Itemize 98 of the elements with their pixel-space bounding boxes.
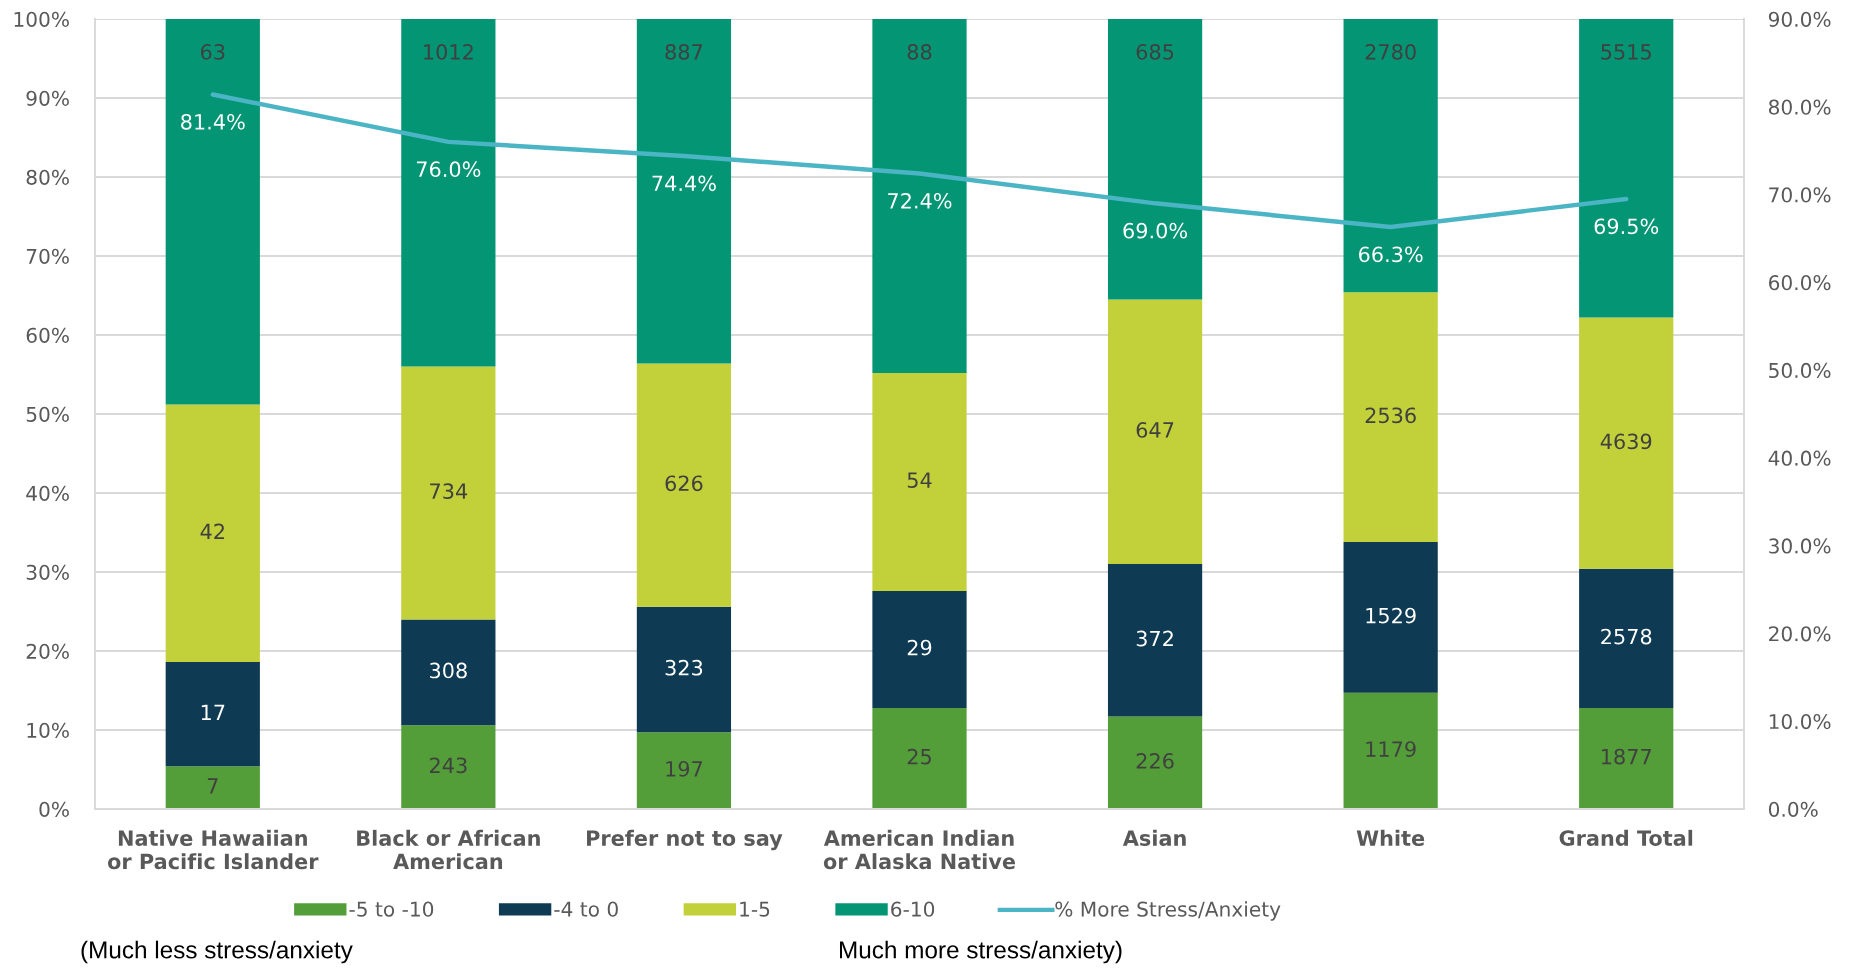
annotation: 63	[200, 44, 225, 60]
bar	[872, 19, 967, 373]
annotation: 323	[665, 659, 703, 676]
data-label: 66.3%	[1359, 246, 1423, 263]
y2-tick-label: 40.0%	[1768, 450, 1831, 466]
x-tick-label: Prefer not to say	[587, 829, 783, 851]
bar	[1343, 292, 1438, 542]
bar	[1107, 716, 1203, 809]
bar	[165, 766, 260, 809]
annotation: 1529	[1366, 607, 1416, 624]
y-tick-label: 70%	[26, 248, 69, 264]
x-tick-label: Grand Total	[1559, 829, 1693, 846]
bar	[165, 404, 260, 663]
y-tick-label: 100%	[14, 11, 69, 27]
y-tick-label: 90%	[26, 90, 69, 106]
y2-tick-label: 50.0%	[1769, 362, 1831, 379]
annotation: 17	[201, 704, 225, 720]
y2-tick-label: 90.0%	[1768, 11, 1831, 27]
y2-tick-label: 10.0%	[1769, 713, 1831, 730]
annotation: 4639	[1600, 433, 1652, 450]
annotation: 626	[665, 475, 703, 492]
bar	[401, 366, 496, 620]
annotation: 226	[1136, 753, 1174, 769]
annotation: 1012	[424, 44, 473, 60]
annotation: 5515	[1601, 44, 1651, 60]
bar	[1343, 541, 1438, 693]
data-label: 72.4%	[888, 192, 952, 209]
annotation: 734	[430, 483, 468, 500]
bar	[636, 732, 732, 809]
data-label: 81.4%	[181, 113, 245, 130]
bar	[1579, 707, 1674, 809]
annotation: 308	[430, 662, 467, 679]
bar	[1107, 564, 1203, 717]
bar	[1579, 19, 1674, 318]
text: Much more stress/anxiety)	[839, 940, 1122, 964]
annotation: 54	[907, 472, 932, 488]
y2-tick-label: 0.0%	[1768, 801, 1818, 817]
annotation: 29	[907, 639, 932, 656]
y-tick-label: 40%	[26, 485, 69, 501]
bar	[401, 619, 496, 726]
bar	[636, 19, 732, 364]
y2-tick-label: 80.0%	[1768, 99, 1831, 115]
bar	[165, 19, 260, 405]
data-label: 76.0%	[416, 161, 481, 178]
annotation: 7	[207, 778, 218, 794]
x-tick-label: American Indian or Alaska Native	[823, 829, 1016, 870]
y2-tick-label: 70.0%	[1769, 187, 1831, 203]
annotation: 887	[665, 44, 703, 60]
bar	[165, 662, 260, 767]
bar	[1579, 317, 1674, 569]
x-tick-label: White	[1356, 829, 1425, 846]
annotation: 1877	[1601, 748, 1651, 765]
legend-label: 1-5	[740, 901, 770, 917]
y2-tick-label: 60.0%	[1769, 275, 1831, 291]
bar	[401, 19, 496, 367]
y2-tick-label: 20.0%	[1769, 626, 1831, 642]
annotation: 2578	[1601, 628, 1652, 645]
legend-label: 6-10	[891, 901, 935, 917]
bar	[1343, 692, 1438, 809]
bar	[1343, 19, 1438, 293]
x-tick-label: Black or African American	[357, 829, 540, 870]
annotation: 647	[1136, 422, 1174, 438]
x-tick-label: Native Hawaiian or Pacific Islander	[107, 829, 319, 870]
bar	[1579, 568, 1674, 708]
annotation: 88	[907, 44, 932, 60]
bar	[872, 372, 967, 591]
data-label: 74.4%	[652, 175, 716, 192]
y-tick-label: 10%	[27, 722, 69, 738]
y-tick-label: 30%	[26, 564, 69, 580]
bar	[1107, 299, 1203, 565]
y-tick-label: 60%	[26, 327, 69, 343]
y2-tick-label: 30.0%	[1769, 538, 1831, 554]
annotation: 243	[430, 757, 467, 774]
x-tick-label: Asian	[1122, 829, 1186, 846]
annotation: 42	[200, 523, 224, 540]
legend-label: -4 to 0	[554, 901, 618, 917]
y-tick-label: 80%	[26, 169, 69, 185]
bar	[401, 725, 496, 809]
bar	[1107, 19, 1203, 300]
legend-label: % More Stress/Anxiety	[1055, 901, 1281, 921]
legend-label: -5 to -10	[349, 901, 434, 917]
y-tick-label: 50%	[26, 406, 69, 422]
bar	[636, 363, 732, 607]
bar	[872, 707, 967, 809]
text: (Much less stress/anxiety	[81, 940, 353, 964]
annotation: 1179	[1366, 741, 1416, 757]
bar	[872, 590, 967, 708]
data-label: 69.5%	[1594, 218, 1659, 235]
data-label: 69.0%	[1123, 222, 1188, 239]
y-tick-label: 20%	[26, 643, 69, 659]
annotation: 197	[666, 760, 703, 777]
bar	[636, 606, 732, 733]
y-tick-label: 0%	[39, 801, 69, 817]
annotation: 372	[1136, 630, 1173, 647]
annotation: 685	[1136, 44, 1174, 60]
annotation: 2536	[1365, 407, 1416, 424]
annotation: 25	[907, 748, 931, 765]
annotation: 2780	[1365, 44, 1416, 60]
